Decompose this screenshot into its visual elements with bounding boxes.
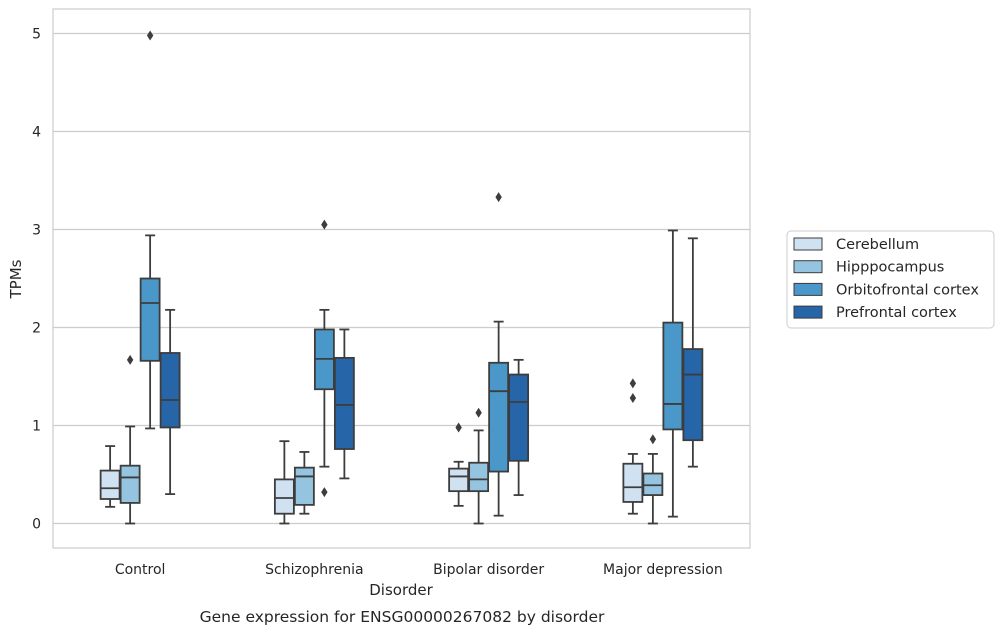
box-cerebellum-schizophrenia <box>273 440 295 525</box>
y-tick-label-1: 1 <box>32 419 41 435</box>
outlier-point <box>321 487 328 498</box>
box-cerebellum-control <box>99 445 121 508</box>
outlier-point <box>649 434 657 445</box>
chart-caption: Gene expression for ENSG00000267082 by d… <box>200 608 605 626</box>
box-iqr <box>682 348 704 442</box>
outlier-point <box>126 354 134 365</box>
box-series <box>99 30 704 525</box>
y-tick-label-3: 3 <box>32 223 41 239</box>
outlier-point <box>146 30 154 41</box>
x-axis-label: Disorder <box>369 581 433 599</box>
series-cerebellum <box>99 378 644 525</box>
y-tick-labels: 0 1 2 3 4 5 <box>32 27 41 533</box>
x-tick-label-control: Control <box>115 562 166 578</box>
legend-swatch-orbitofrontal-cortex <box>793 282 823 296</box>
box-iqr <box>642 472 664 496</box>
box-orbitofrontal-cortex-bipolar-disorder <box>488 192 510 517</box>
legend-label-prefrontal-cortex: Prefrontal cortex <box>836 305 957 321</box>
box-iqr <box>159 352 181 429</box>
plot-frame <box>52 8 751 549</box>
outlier-point <box>629 393 637 404</box>
legend-frame <box>786 230 995 329</box>
series-orbitofrontal-cortex <box>139 30 684 518</box>
y-tick-label-4: 4 <box>32 125 41 141</box>
x-tick-labels: Control Schizophrenia Bipolar disorder Majo… <box>115 562 723 578</box>
box-cerebellum-major-depression <box>622 378 644 515</box>
box-prefrontal-cortex-major-depression <box>682 237 704 468</box>
box-cerebellum-bipolar-disorder <box>448 422 470 507</box>
x-tick-label-bipolar-disorder: Bipolar disorder <box>433 562 544 578</box>
legend-label-hipppocampus: Hipppocampus <box>836 260 944 276</box>
y-axis-label: TPMs <box>7 259 25 299</box>
box-iqr <box>622 462 644 503</box>
box-iqr <box>99 469 121 500</box>
box-prefrontal-cortex-control <box>159 308 181 496</box>
outlier-point <box>455 422 462 433</box>
y-tick-label-5: 5 <box>32 27 41 43</box>
legend-label-cerebellum: Cerebellum <box>836 237 919 253</box>
box-hipppocampus-schizophrenia <box>293 451 315 515</box>
box-iqr <box>488 361 510 473</box>
box-iqr <box>662 321 684 431</box>
box-iqr <box>448 467 470 493</box>
y-tick-label-2: 2 <box>32 321 41 337</box>
outlier-point <box>321 219 328 230</box>
box-prefrontal-cortex-schizophrenia <box>333 328 355 480</box>
outlier-point <box>495 192 502 203</box>
box-orbitofrontal-cortex-control <box>139 30 161 430</box>
box-iqr <box>273 478 295 515</box>
x-tick-label-major-depression: Major depression <box>603 562 723 578</box>
box-orbitofrontal-cortex-schizophrenia <box>313 219 335 498</box>
x-tick-label-schizophrenia: Schizophrenia <box>265 562 363 578</box>
box-hipppocampus-major-depression <box>642 434 664 525</box>
y-tick-label-0: 0 <box>32 517 41 533</box>
box-orbitofrontal-cortex-major-depression <box>662 229 684 518</box>
box-iqr <box>293 466 315 506</box>
box-iqr <box>468 461 490 493</box>
box-iqr <box>508 373 530 462</box>
legend: Cerebellum Hipppocampus Orbitofrontal cort… <box>786 230 995 329</box>
outlier-point <box>629 378 637 389</box>
box-hipppocampus-bipolar-disorder <box>468 407 490 525</box>
box-iqr <box>139 277 161 362</box>
outlier-point <box>475 407 482 418</box>
box-hipppocampus-control <box>119 354 141 525</box>
box-prefrontal-cortex-bipolar-disorder <box>508 358 530 496</box>
series-prefrontal-cortex <box>159 237 704 496</box>
legend-swatch-cerebellum <box>793 237 823 251</box>
legend-swatch-prefrontal-cortex <box>793 305 823 319</box>
series-hipppocampus <box>119 354 664 525</box>
legend-swatch-hipppocampus <box>793 260 823 274</box>
legend-label-orbitofrontal-cortex: Orbitofrontal cortex <box>836 282 979 298</box>
box-iqr <box>119 464 141 504</box>
box-iqr <box>333 356 355 450</box>
